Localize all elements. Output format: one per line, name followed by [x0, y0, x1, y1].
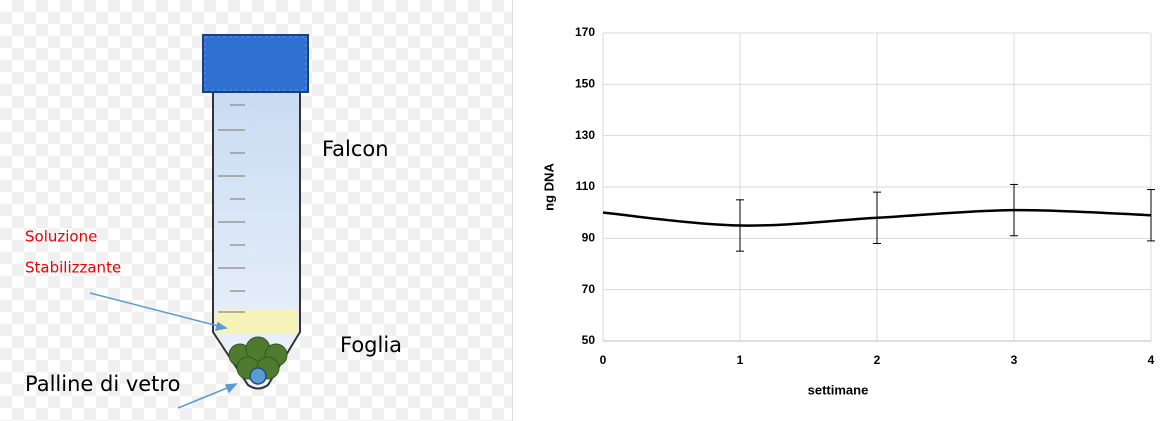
x-tick-label: 0 [600, 353, 607, 367]
y-axis-label: ng DNA [541, 163, 556, 211]
label-falcon: Falcon [322, 137, 389, 161]
falcon-diagram: Falcon Soluzione Stabilizzante Foglia Pa… [0, 0, 512, 421]
label-solution: Stabilizzante [25, 259, 121, 277]
y-tick-label: 50 [582, 333, 596, 347]
label-leaf: Foglia [340, 333, 402, 357]
x-tick-label: 4 [1148, 353, 1155, 367]
y-tick-label: 150 [575, 77, 595, 91]
y-tick-label: 70 [582, 282, 596, 296]
x-tick-label: 1 [737, 353, 744, 367]
solution [215, 310, 298, 333]
glass-bead [250, 368, 266, 384]
y-tick-label: 170 [575, 25, 595, 39]
y-tick-label: 90 [582, 231, 596, 245]
x-tick-label: 3 [1011, 353, 1018, 367]
chart: settimane ng DNA 50 70 90 110 130 150 170 0 1 2 3 4 [513, 0, 1166, 421]
label-beads: Palline di vetro [25, 372, 180, 396]
label-solution: Soluzione [25, 228, 97, 246]
y-tick-label: 130 [575, 128, 595, 142]
y-tick-label: 110 [576, 179, 596, 193]
page: Falcon Soluzione Stabilizzante Foglia Pa… [0, 0, 1166, 421]
diagram-panel: Falcon Soluzione Stabilizzante Foglia Pa… [0, 0, 512, 421]
x-tick-label: 2 [874, 353, 881, 367]
x-axis-label: settimane [808, 382, 869, 397]
cap [203, 35, 308, 92]
